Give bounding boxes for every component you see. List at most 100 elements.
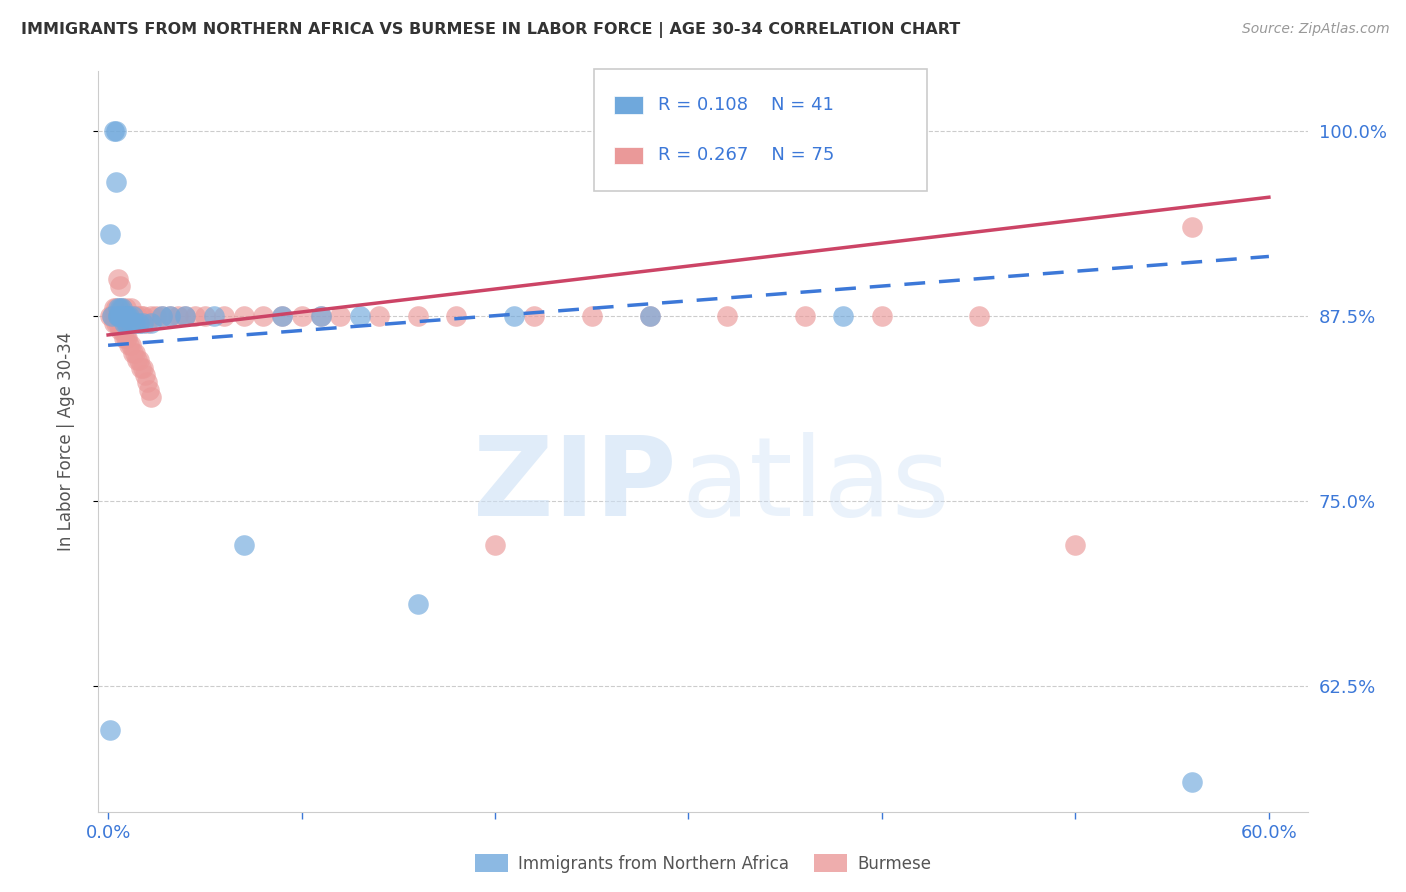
- Point: [98, 723, 121, 738]
- Point: [138, 383, 160, 397]
- Point: [111, 324, 134, 338]
- Point: [145, 309, 167, 323]
- Point: [101, 309, 124, 323]
- Point: [132, 309, 155, 323]
- Point: [132, 360, 155, 375]
- Point: [108, 324, 131, 338]
- Point: [212, 309, 235, 323]
- Point: [159, 309, 181, 323]
- Point: [107, 271, 129, 285]
- Point: [114, 309, 136, 323]
- Point: [114, 331, 136, 345]
- Point: [117, 316, 139, 330]
- Text: atlas: atlas: [682, 433, 949, 540]
- Point: [135, 316, 157, 330]
- Point: [127, 353, 149, 368]
- Point: [103, 316, 125, 330]
- Point: [118, 338, 141, 352]
- Point: [108, 279, 131, 293]
- Point: [108, 301, 131, 316]
- Point: [111, 301, 134, 316]
- Point: [117, 331, 139, 345]
- Point: [129, 360, 152, 375]
- Point: [114, 316, 136, 330]
- Point: [132, 316, 155, 330]
- Point: [104, 316, 127, 330]
- Point: [309, 309, 332, 323]
- Point: [309, 309, 332, 323]
- Point: [104, 176, 127, 190]
- Point: [159, 309, 181, 323]
- Point: [107, 309, 129, 323]
- Point: [638, 309, 661, 323]
- Point: [112, 309, 135, 323]
- Point: [503, 309, 526, 323]
- Point: [120, 301, 142, 316]
- Point: [114, 309, 136, 323]
- Point: [124, 309, 146, 323]
- Point: [103, 309, 125, 323]
- Text: Source: ZipAtlas.com: Source: ZipAtlas.com: [1241, 22, 1389, 37]
- Point: [232, 309, 254, 323]
- Point: [271, 309, 294, 323]
- Point: [117, 309, 139, 323]
- Point: [128, 316, 150, 330]
- Point: [112, 309, 135, 323]
- Point: [128, 353, 150, 368]
- Point: [793, 309, 815, 323]
- Point: [103, 123, 125, 137]
- Point: [129, 309, 152, 323]
- Point: [111, 309, 134, 323]
- Point: [1064, 538, 1087, 552]
- Point: [329, 309, 352, 323]
- Point: [446, 309, 468, 323]
- Point: [1180, 219, 1202, 234]
- Point: [111, 301, 134, 316]
- Point: [134, 368, 156, 382]
- Point: [184, 309, 207, 323]
- FancyBboxPatch shape: [595, 70, 927, 191]
- Point: [112, 316, 135, 330]
- Point: [107, 309, 129, 323]
- Point: [124, 316, 146, 330]
- Point: [118, 309, 141, 323]
- Point: [112, 331, 135, 345]
- Point: [290, 309, 312, 323]
- Point: [139, 316, 162, 330]
- Point: [150, 309, 173, 323]
- Point: [716, 309, 738, 323]
- Point: [581, 309, 603, 323]
- Point: [967, 309, 990, 323]
- Point: [150, 309, 173, 323]
- Point: [107, 309, 129, 323]
- Point: [406, 598, 429, 612]
- Point: [832, 309, 855, 323]
- Point: [108, 309, 131, 323]
- Point: [1180, 775, 1202, 789]
- Point: [252, 309, 274, 323]
- Point: [139, 309, 162, 323]
- Point: [368, 309, 391, 323]
- Y-axis label: In Labor Force | Age 30-34: In Labor Force | Age 30-34: [56, 332, 75, 551]
- Point: [194, 309, 217, 323]
- Point: [122, 345, 145, 359]
- Point: [122, 309, 145, 323]
- Point: [127, 309, 149, 323]
- Point: [104, 123, 127, 137]
- FancyBboxPatch shape: [613, 146, 643, 164]
- Point: [107, 316, 129, 330]
- Point: [406, 309, 429, 323]
- Point: [135, 376, 157, 390]
- Point: [122, 309, 145, 323]
- Point: [98, 309, 121, 323]
- Point: [232, 538, 254, 552]
- Point: [120, 316, 142, 330]
- Text: IMMIGRANTS FROM NORTHERN AFRICA VS BURMESE IN LABOR FORCE | AGE 30-34 CORRELATIO: IMMIGRANTS FROM NORTHERN AFRICA VS BURME…: [21, 22, 960, 38]
- Text: ZIP: ZIP: [472, 433, 676, 540]
- Point: [118, 309, 141, 323]
- Point: [103, 301, 125, 316]
- Point: [114, 301, 136, 316]
- Legend: Immigrants from Northern Africa, Burmese: Immigrants from Northern Africa, Burmese: [468, 847, 938, 880]
- Point: [117, 309, 139, 323]
- Point: [124, 345, 146, 359]
